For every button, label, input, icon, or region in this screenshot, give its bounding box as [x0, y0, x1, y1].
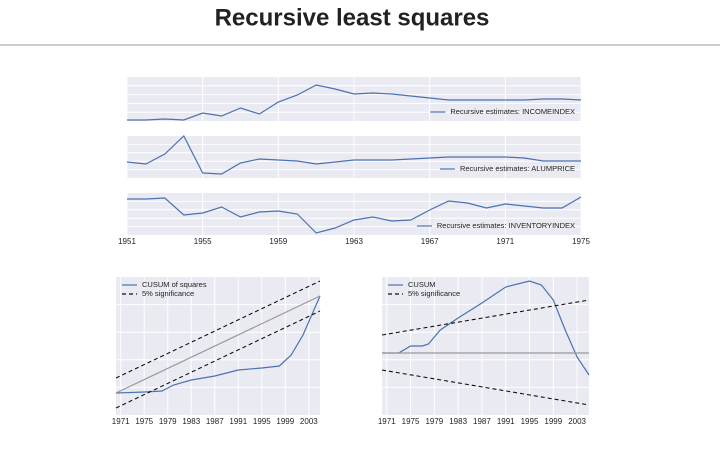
x-tick-label: 1955 — [194, 237, 212, 246]
x-tick-label: 2003 — [568, 417, 586, 426]
x-tick-label: 1971 — [378, 417, 396, 426]
series-line — [115, 295, 321, 394]
x-tick-label: 1963 — [345, 237, 363, 246]
x-tick-label: 1991 — [497, 417, 515, 426]
legend-label: Recursive estimates: INVENTORYINDEX — [437, 221, 575, 230]
legend-label: CUSUM of squares — [142, 280, 207, 289]
series-line — [382, 280, 590, 376]
legend-label: 5% significance — [142, 289, 194, 298]
x-tick-label: 1979 — [159, 417, 177, 426]
legend-label: 5% significance — [408, 289, 460, 298]
x-tick-label: 1987 — [206, 417, 224, 426]
x-tick-label: 1967 — [421, 237, 439, 246]
x-tick-label: 1975 — [402, 417, 420, 426]
x-tick-label: 1979 — [425, 417, 443, 426]
series-line — [126, 135, 581, 175]
x-tick-label: 1995 — [253, 417, 271, 426]
series-line — [115, 295, 321, 394]
x-tick-label: 1987 — [473, 417, 491, 426]
x-tick-label: 1999 — [276, 417, 294, 426]
series-line — [127, 196, 582, 234]
series-line — [127, 84, 582, 121]
x-tick-label: 1975 — [135, 417, 153, 426]
x-tick-label: 1951 — [118, 237, 136, 246]
x-tick-label: 1983 — [449, 417, 467, 426]
x-tick-label: 1959 — [269, 237, 287, 246]
slide-title: Recursive least squares — [215, 4, 490, 31]
x-tick-label: 1971 — [496, 237, 514, 246]
x-tick-label: 1983 — [182, 417, 200, 426]
legend-label: CUSUM — [408, 280, 436, 289]
legend-label: Recursive estimates: INCOMEINDEX — [450, 107, 575, 116]
x-tick-label: 1995 — [521, 417, 539, 426]
x-tick-label: 2003 — [300, 417, 318, 426]
series-line — [115, 280, 321, 379]
legend-label: Recursive estimates: ALUMPRICE — [460, 164, 575, 173]
x-tick-label: 1991 — [229, 417, 247, 426]
x-tick-label: 1971 — [112, 417, 130, 426]
x-tick-label: 1975 — [572, 237, 590, 246]
x-tick-label: 1999 — [544, 417, 562, 426]
series-line — [115, 310, 321, 409]
